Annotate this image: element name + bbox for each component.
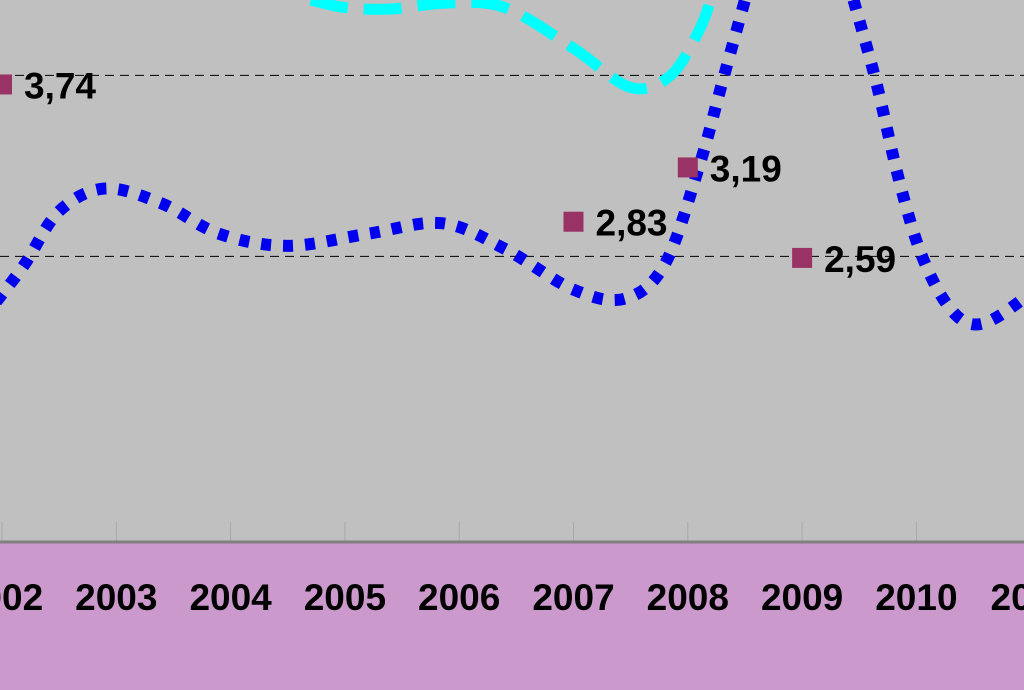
marker-2008	[677, 157, 698, 178]
data-label-2007: 2,83	[596, 203, 668, 244]
x-axis-band	[0, 543, 1024, 690]
x-label-2004: 2004	[189, 577, 272, 618]
marker-2009	[792, 247, 813, 268]
x-label-2006: 2006	[418, 577, 500, 618]
marker-2007	[563, 211, 584, 232]
gridlines	[0, 74, 1024, 257]
x-label-2009: 2009	[761, 577, 843, 618]
data-labels: 3,74 2,83 3,19 2,59	[24, 65, 896, 279]
x-label-2007: 2007	[532, 577, 614, 618]
data-label-2002: 3,74	[24, 65, 96, 106]
x-label-2003: 2003	[75, 577, 157, 618]
series-lines	[0, 0, 1024, 331]
x-axis-ticks	[1, 522, 917, 542]
x-label-2011: 2011	[991, 577, 1024, 618]
x-label-2010: 2010	[875, 577, 957, 618]
x-label-2008: 2008	[647, 577, 729, 618]
plot-area	[0, 0, 1024, 543]
data-markers	[0, 74, 813, 268]
marker-2002	[0, 74, 12, 95]
data-label-2009: 2,59	[824, 239, 896, 280]
series-line-1	[847, 0, 1024, 331]
series-line-2	[309, 0, 716, 95]
x-label-2005: 2005	[304, 577, 386, 618]
x-label-2002: 2002	[0, 577, 43, 618]
data-label-2008: 3,19	[710, 148, 782, 189]
x-axis-labels: 2002 2003 2004 2005 2006 2007 2008 2009 2010 2011	[0, 577, 1024, 618]
